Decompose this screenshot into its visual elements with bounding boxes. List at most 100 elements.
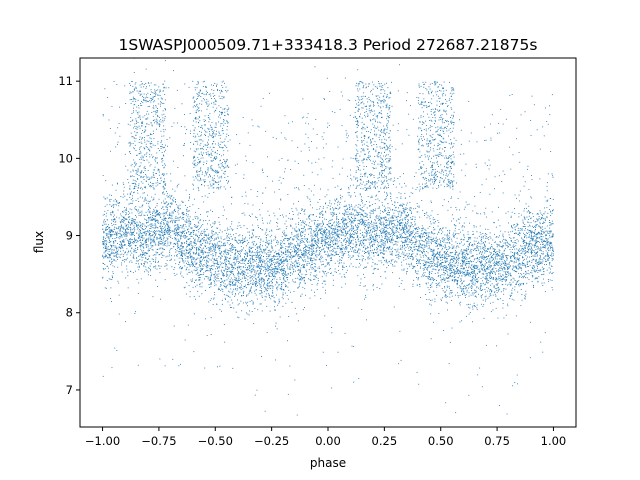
data-point	[482, 237, 484, 239]
data-point	[548, 259, 549, 261]
data-point	[492, 248, 494, 250]
data-point	[203, 256, 204, 258]
data-point	[387, 220, 389, 222]
data-point	[292, 239, 294, 241]
data-point	[527, 256, 528, 258]
data-point	[139, 232, 141, 233]
data-point	[476, 245, 478, 246]
data-point	[132, 234, 134, 236]
data-point	[410, 105, 411, 107]
data-point	[164, 245, 166, 246]
data-point	[366, 220, 368, 222]
data-point	[282, 265, 284, 267]
data-point	[532, 267, 533, 269]
data-point	[264, 282, 266, 284]
data-point	[111, 261, 113, 262]
data-point	[405, 221, 406, 223]
data-point	[470, 261, 472, 262]
data-point	[493, 258, 494, 260]
data-point	[381, 262, 383, 264]
data-point	[339, 203, 340, 205]
data-point	[411, 250, 413, 252]
data-point	[382, 228, 384, 230]
data-point	[298, 228, 300, 230]
data-point	[537, 245, 538, 247]
data-point	[384, 230, 386, 232]
data-point	[450, 258, 452, 260]
data-point	[521, 294, 523, 295]
data-point	[150, 185, 152, 187]
data-point	[407, 221, 409, 223]
data-point	[486, 278, 488, 280]
data-point	[314, 231, 316, 232]
data-point	[257, 273, 259, 275]
data-point	[246, 287, 247, 289]
data-point	[279, 277, 281, 279]
data-point	[460, 231, 461, 233]
data-point	[181, 267, 183, 269]
data-point	[532, 236, 534, 238]
data-point	[431, 231, 433, 232]
data-point	[540, 217, 542, 218]
data-point	[508, 267, 510, 269]
data-point	[327, 237, 328, 239]
data-point	[269, 296, 270, 298]
data-point	[479, 270, 481, 272]
data-point	[453, 260, 455, 262]
data-point	[476, 287, 478, 289]
data-point	[317, 231, 318, 233]
data-point	[351, 221, 353, 222]
data-point	[171, 238, 173, 239]
data-point	[355, 204, 357, 206]
data-point	[370, 239, 371, 240]
data-point	[311, 162, 313, 164]
data-point	[189, 251, 191, 253]
data-point	[416, 273, 418, 275]
data-point	[438, 269, 440, 270]
data-point	[508, 222, 509, 224]
data-point	[391, 233, 393, 235]
data-point	[242, 270, 244, 271]
data-point	[499, 258, 501, 260]
data-point	[111, 205, 113, 207]
data-point	[311, 238, 313, 240]
data-point	[423, 265, 425, 266]
data-point	[176, 224, 178, 226]
data-point	[347, 237, 348, 239]
data-point	[183, 253, 185, 255]
data-point	[345, 246, 347, 248]
data-point	[213, 258, 215, 260]
data-point	[189, 254, 191, 256]
data-point	[193, 242, 195, 243]
data-point	[105, 198, 107, 200]
data-point	[433, 233, 435, 235]
data-point	[327, 126, 328, 128]
data-point	[212, 231, 214, 233]
data-point	[402, 205, 403, 207]
data-point	[336, 271, 337, 273]
data-point	[396, 236, 398, 238]
data-point	[104, 213, 105, 215]
data-point	[344, 253, 346, 254]
data-point	[540, 246, 541, 248]
data-point	[124, 153, 126, 155]
data-point	[431, 270, 433, 272]
data-point	[265, 269, 267, 271]
data-point	[331, 254, 333, 256]
data-point	[505, 212, 507, 214]
data-point	[410, 249, 411, 251]
data-point	[329, 236, 331, 238]
data-point	[267, 283, 269, 285]
data-point	[546, 216, 548, 218]
data-point	[268, 268, 270, 270]
data-point	[409, 265, 411, 267]
data-point	[378, 206, 380, 208]
data-point	[474, 284, 476, 286]
data-point	[240, 268, 242, 270]
data-point	[280, 243, 282, 244]
data-point	[250, 272, 252, 274]
data-point	[328, 243, 330, 245]
data-point	[107, 246, 109, 248]
data-point	[188, 238, 190, 240]
data-point	[206, 335, 208, 336]
